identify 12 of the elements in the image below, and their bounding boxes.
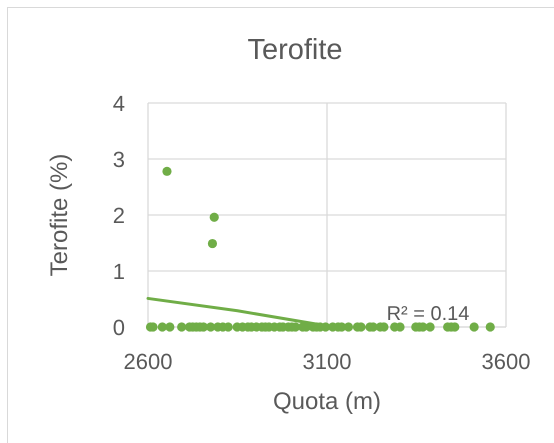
y-tick-label: 4 [112,90,125,116]
y-tick-label: 2 [112,202,125,228]
x-tick-label: 3100 [302,349,352,374]
y-tick-label: 0 [112,314,125,340]
y-axis-title: Terofite (%) [46,154,73,276]
x-tick-label: 2600 [124,349,172,374]
x-tick-label: 3600 [482,349,530,374]
y-tick-label: 3 [112,146,125,172]
x-axis-title: Quota (m) [272,388,382,415]
y-tick-label: 1 [112,258,125,284]
chart-title: Terofite [247,34,343,66]
annotation: R² = 0.14 [386,303,470,325]
